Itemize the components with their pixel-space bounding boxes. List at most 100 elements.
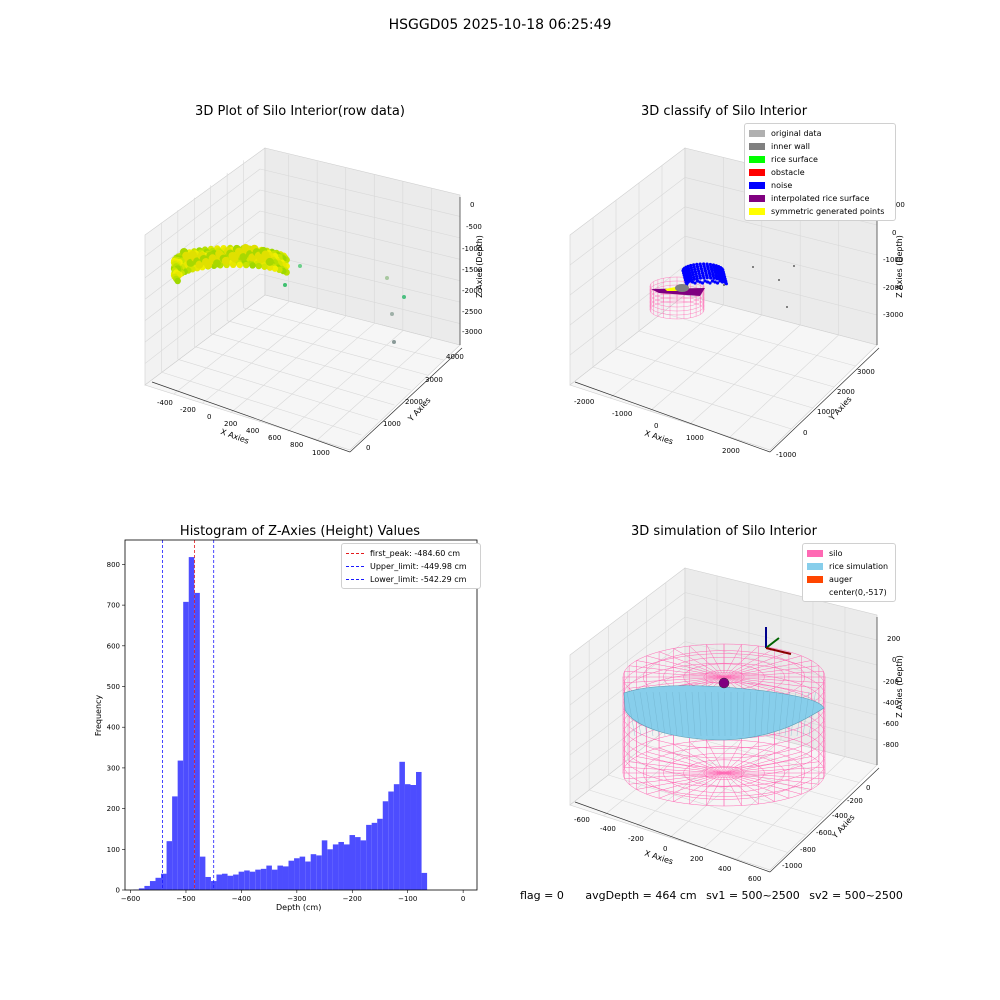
legend-label: inner wall xyxy=(771,142,811,151)
simulation-z-tick: -200 xyxy=(883,678,899,686)
silo-spoke xyxy=(723,767,824,774)
raw-cloud-point xyxy=(271,265,279,272)
simulation-y-tick: -800 xyxy=(800,846,816,854)
grid-line xyxy=(161,371,362,436)
legend-item-symmetric: symmetric generated points xyxy=(749,205,891,218)
simulation-legend: silo rice simulation auger center(0,-517… xyxy=(802,543,896,602)
grid-line xyxy=(287,330,404,432)
histogram-bar xyxy=(371,822,378,890)
grid-line xyxy=(684,206,878,256)
grid-line xyxy=(144,252,261,343)
rice-texture-line xyxy=(626,691,636,737)
raw-x-tick: 200 xyxy=(224,420,238,428)
legend-item-silo: silo xyxy=(807,547,891,560)
rice-texture-line xyxy=(766,691,771,737)
silo-spoke xyxy=(636,772,725,790)
grid-line xyxy=(316,337,432,441)
status-sv2: sv2 = 500~2500 xyxy=(809,889,903,902)
histogram-bar xyxy=(149,881,156,890)
noise-point xyxy=(712,276,716,280)
classify-y-tick: -1000 xyxy=(776,451,797,459)
silo-spoke xyxy=(723,676,819,689)
silo-spoke xyxy=(723,660,812,678)
simulation-z-tick: -800 xyxy=(883,741,899,749)
raw-x-tick: 1000 xyxy=(312,449,330,457)
simulation-z-label: Z Axies (Depth) xyxy=(894,655,904,718)
classify-x-tick: -2000 xyxy=(574,398,595,406)
histogram-y-tick: 500 xyxy=(107,683,120,691)
grid-line xyxy=(689,324,801,425)
histogram-bar xyxy=(366,824,372,890)
silo-spoke xyxy=(629,676,725,689)
rice-texture-line xyxy=(784,691,790,737)
histogram-bar xyxy=(288,860,295,890)
legend-item-inner-wall: inner wall xyxy=(749,140,891,153)
silo-spoke xyxy=(636,756,725,774)
noise-point xyxy=(692,277,696,281)
histogram-bar xyxy=(410,785,417,890)
grid-line xyxy=(144,273,261,364)
classify-outlier-point xyxy=(793,265,795,267)
raw-outlier-point xyxy=(298,264,302,268)
silo-spoke xyxy=(723,740,742,774)
legend-item-rice-simulation: rice simulation xyxy=(807,560,891,573)
silo-spoke xyxy=(723,772,824,779)
grid-line xyxy=(649,314,762,412)
histogram-bar xyxy=(238,871,245,890)
silo-spoke xyxy=(689,741,725,774)
raw-cloud-point xyxy=(248,253,257,262)
rice-texture-line xyxy=(698,691,702,737)
grid-line xyxy=(609,304,724,399)
raw-y-tick: 3000 xyxy=(425,376,443,384)
classify-interpolated-surface xyxy=(651,288,705,296)
silo-spoke xyxy=(723,645,759,678)
classify-outlier-point xyxy=(778,279,780,281)
simulation-y-tick: -200 xyxy=(847,797,863,805)
grid-line xyxy=(194,346,395,406)
histogram-x-tick: −400 xyxy=(232,895,251,903)
histogram-bar xyxy=(305,861,311,890)
legend-item-original: original data xyxy=(749,127,891,140)
rice-texture-line xyxy=(724,691,726,737)
noise-point xyxy=(695,277,699,281)
legend-label: silo xyxy=(829,549,843,558)
silo-ring xyxy=(683,759,765,787)
classify-noise-points xyxy=(681,262,728,287)
raw-cloud-point xyxy=(204,260,213,269)
silo-spoke xyxy=(673,744,725,774)
rice-texture-line xyxy=(796,691,803,737)
silo-spoke xyxy=(624,772,725,779)
figure-title: HSGGD05 2025-10-18 06:25:49 xyxy=(388,17,612,33)
raw-cloud-point xyxy=(229,261,237,269)
classify-outlier-point xyxy=(723,284,725,286)
simulation-y-tick: -600 xyxy=(816,829,832,837)
silo-spoke xyxy=(636,660,725,678)
histogram-bar xyxy=(355,837,361,890)
noise-point xyxy=(690,280,695,284)
grid-line xyxy=(259,168,461,217)
raw-cloud-point xyxy=(236,261,243,269)
histogram-bar xyxy=(404,784,411,890)
histogram-bar xyxy=(343,844,350,890)
silo-spoke xyxy=(646,655,725,678)
simulation-y-tick: -400 xyxy=(832,812,848,820)
raw-z-tick: -1000 xyxy=(462,245,483,253)
raw-y-tick: 2000 xyxy=(405,398,423,406)
histogram-bar xyxy=(260,868,267,890)
classify-x-tick: 0 xyxy=(654,422,659,430)
histogram-bar xyxy=(416,771,422,890)
grid-line xyxy=(259,273,461,324)
silo-spoke xyxy=(673,648,725,678)
legend-item-lower-limit: Lower_limit: -542.29 cm xyxy=(346,573,476,586)
silo-spoke xyxy=(723,772,775,802)
rice-texture-line xyxy=(778,691,784,737)
histogram-bar xyxy=(360,840,367,890)
noise-point xyxy=(713,280,717,284)
histogram-bar xyxy=(227,875,234,890)
silo-ring xyxy=(703,766,745,780)
classify-outlier-point xyxy=(786,306,788,308)
rice-texture-line xyxy=(646,691,654,737)
raw-z-tick: -3000 xyxy=(462,328,483,336)
silo-spoke xyxy=(658,747,725,774)
